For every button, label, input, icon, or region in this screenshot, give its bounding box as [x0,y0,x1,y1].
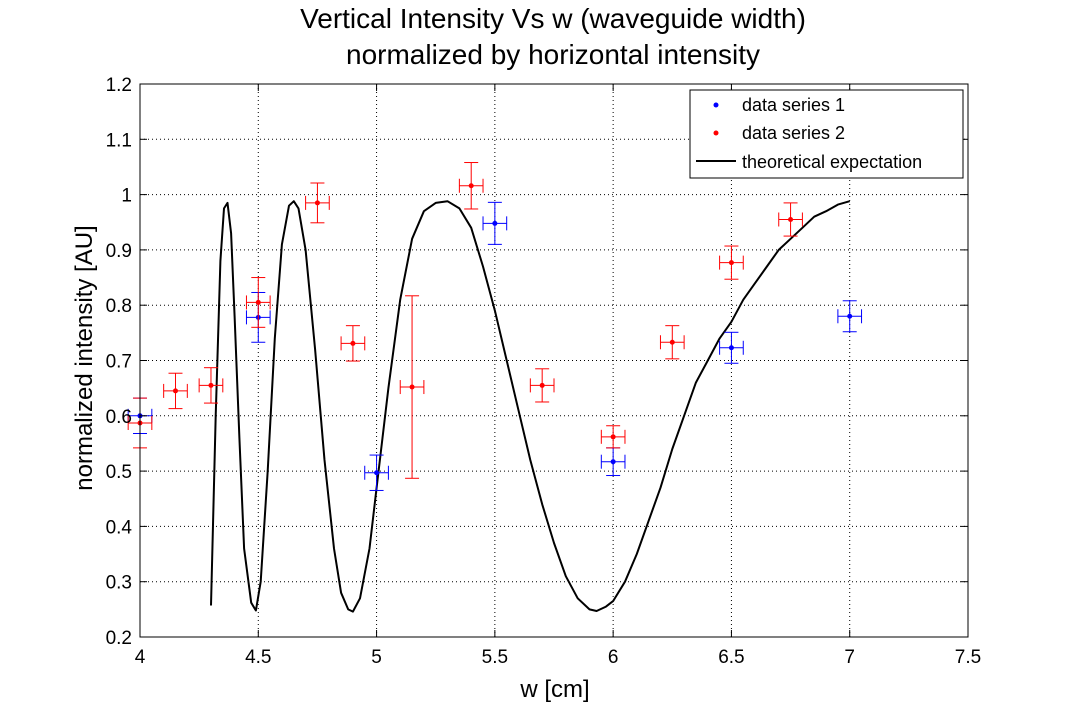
y-tick-label: 0.8 [106,296,132,317]
chart-title-line-1: Vertical Intensity Vs w (waveguide width… [300,3,806,34]
data-point [198,367,224,404]
legend: data series 1 data series 2 theoretical … [689,89,964,179]
data-point [305,182,330,224]
x-tick-label: 5 [371,647,382,668]
x-tick-label: 6.5 [718,647,744,668]
legend-label-series-2: data series 2 [742,123,845,143]
point-marker [610,459,616,465]
data-point [659,325,685,360]
y-axis-label: normalized intensity [AU] [71,225,98,490]
y-tick-label: 0.2 [106,628,132,649]
y-tick-label: 1.2 [106,75,132,96]
legend-marker-series-1 [713,102,719,108]
y-tick-label: 0.9 [106,241,132,262]
series-2 [127,162,803,479]
point-marker [728,260,734,266]
point-marker [350,340,356,346]
point-marker [728,345,734,351]
theoretical-curve [210,200,850,613]
y-tick-label: 1 [121,186,132,207]
legend-label-theory: theoretical expectation [742,152,922,172]
x-tick-label: 4.5 [245,647,271,668]
x-tick-label: 7 [844,647,855,668]
x-tick-label: 4 [135,647,146,668]
data-point [340,325,366,362]
data-point [529,368,555,403]
data-point [719,245,744,280]
legend-marker-series-2 [713,130,719,136]
y-tick-label: 0.5 [106,462,132,483]
point-marker [208,382,214,388]
point-marker [847,313,853,319]
y-tick-label: 0.4 [106,517,133,538]
data-point [458,162,484,210]
data-point [364,454,389,491]
legend-box [689,89,964,179]
data-point [482,201,508,245]
legend-label-series-1: data series 1 [742,95,845,115]
x-tick-label: 5.5 [482,647,508,668]
point-marker [539,382,545,388]
point-marker [172,388,178,394]
y-tick-label: 0.7 [106,352,132,373]
x-axis-label: w [cm] [519,676,589,703]
point-marker [374,470,380,476]
point-marker [255,299,261,305]
y-tick-label: 0.6 [106,407,132,428]
data-point [778,202,803,237]
axis-ticks: 4 4.5 5 5.5 6 6.5 7 7.5 0.2 0.3 0.4 0.5 0.6 0.7 0.8 0.9… [106,75,982,668]
grid [140,84,968,637]
y-tick-label: 0.3 [106,573,132,594]
data-point [399,295,425,479]
data-point [719,331,744,364]
point-marker [314,200,320,206]
data-point [837,300,863,333]
point-marker [669,339,675,345]
theory-layer [210,200,850,613]
chart-title-line-2: normalized by horizontal intensity [346,39,760,70]
x-tick-label: 6 [608,647,619,668]
point-marker [492,220,498,226]
point-marker [468,183,474,189]
data-point [163,372,188,410]
point-marker [788,216,794,222]
point-marker [610,434,616,440]
data-point [245,277,271,328]
y-tick-label: 1.1 [106,130,132,151]
point-marker [409,384,415,390]
x-tick-label: 7.5 [955,647,981,668]
data-point [600,447,626,477]
data-point [600,425,626,449]
